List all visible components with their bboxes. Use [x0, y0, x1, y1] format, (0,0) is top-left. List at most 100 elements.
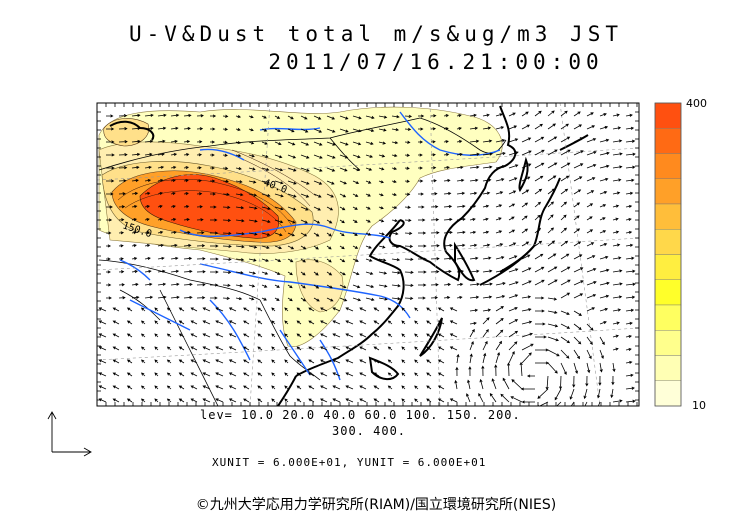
chart-title: U-V&Dust total m/s&ug/m3 JST [128, 22, 623, 46]
wind-arrow [534, 123, 543, 130]
wind-arrow [320, 320, 328, 325]
wind-arrow [313, 167, 323, 172]
wind-arrow [573, 202, 581, 208]
wind-arrow [296, 346, 302, 351]
wind-arrow [456, 243, 466, 247]
wind-arrow [378, 271, 388, 275]
wind-arrow [469, 165, 480, 169]
wind-arrow [373, 359, 380, 364]
wind-arrow [183, 218, 190, 222]
wind-arrow [437, 333, 445, 338]
wind-arrow [274, 297, 280, 301]
wind-arrow [118, 296, 126, 300]
wind-arrow [131, 191, 139, 196]
wind-arrow [547, 336, 560, 342]
wind-arrow [287, 219, 296, 224]
wind-arrow [612, 243, 621, 247]
wind-arrow [248, 115, 254, 119]
wind-arrow [547, 214, 554, 221]
wind-arrow [482, 191, 491, 195]
wind-arrow [599, 307, 609, 312]
wind-arrow [597, 388, 601, 399]
wind-arrow [469, 230, 477, 234]
wind-arrow [166, 372, 172, 377]
wind-arrow [573, 137, 584, 143]
wind-arrow [271, 307, 276, 312]
wind-arrow [202, 320, 211, 325]
wind-arrow [157, 243, 164, 248]
wind-arrow [469, 295, 480, 299]
wind-arrow [248, 232, 258, 236]
wind-arrow [554, 388, 562, 401]
wind-arrow [118, 270, 125, 274]
wind-arrow [573, 241, 582, 247]
wind-arrow [560, 136, 571, 143]
wind-arrow [560, 149, 571, 156]
wind-arrow [352, 115, 362, 120]
wind-arrow [144, 256, 151, 261]
wind-arrow [482, 340, 488, 351]
wind-arrow [300, 206, 309, 211]
wind-arrow [359, 320, 367, 325]
wind-arrow [190, 320, 198, 325]
wind-arrow [257, 307, 263, 312]
wind-arrow [469, 139, 480, 143]
wind-arrow [296, 359, 302, 364]
wind-arrow [274, 284, 280, 288]
wind-arrow [248, 128, 254, 132]
wind-arrow [586, 242, 595, 247]
wind-arrow [495, 151, 506, 156]
wind-arrow [222, 127, 229, 131]
wind-arrow [144, 178, 152, 183]
wind-arrow [443, 230, 453, 235]
wind-arrow [274, 206, 284, 211]
wind-arrow [560, 162, 571, 169]
wind-arrow [352, 258, 359, 262]
wind-arrow [112, 398, 120, 403]
wind-arrow [391, 219, 398, 223]
wind-arrow [612, 165, 623, 169]
wind-arrow [261, 271, 269, 275]
wind-arrow [284, 398, 289, 403]
wind-arrow [106, 153, 115, 157]
wind-arrow [196, 296, 206, 300]
wind-arrow [612, 321, 620, 325]
wind-arrow [426, 346, 432, 351]
wind-arrow [599, 336, 605, 346]
wind-arrow [106, 140, 115, 144]
wind-arrow [326, 258, 332, 263]
wind-arrow [131, 113, 141, 118]
wind-arrow [365, 193, 371, 197]
wind-arrow [586, 336, 593, 345]
wind-arrow [261, 206, 271, 211]
wind-arrow [112, 346, 120, 351]
wind-arrow [547, 201, 554, 208]
wind-arrow [547, 240, 556, 247]
wind-arrow [287, 128, 295, 133]
wind-arrow [300, 245, 307, 250]
wind-arrow [359, 346, 367, 351]
wind-arrow [456, 114, 462, 118]
wind-arrow [352, 141, 362, 146]
wind-arrow [190, 333, 198, 338]
wind-arrow [625, 204, 633, 208]
wind-arrow [404, 231, 413, 235]
wind-arrow [391, 180, 397, 184]
wind-arrow [418, 296, 426, 300]
wind-arrow [140, 320, 146, 325]
wind-arrow [210, 244, 219, 248]
wind-arrow [414, 385, 419, 390]
wind-arrow [521, 343, 534, 351]
wind-arrow [313, 141, 323, 146]
wind-arrow [469, 328, 475, 338]
wind-arrow [482, 178, 492, 182]
wind-arrow [495, 295, 506, 299]
wind-arrow [560, 240, 569, 247]
wind-arrow [437, 359, 445, 364]
wind-arrow [560, 323, 571, 329]
wind-arrow [599, 151, 610, 156]
wind-arrow [222, 192, 230, 196]
wind-arrow [455, 366, 459, 377]
wind-arrow [573, 189, 582, 195]
wind-arrow [215, 333, 224, 338]
